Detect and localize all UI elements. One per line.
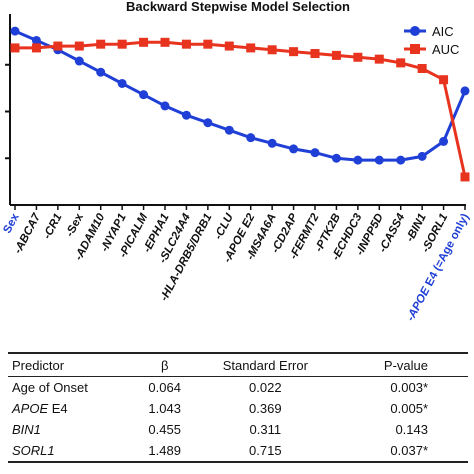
data-point-auc	[31, 43, 41, 53]
cell-p-value: 0.003*	[390, 380, 428, 395]
cell-se: 0.022	[249, 380, 282, 395]
data-point-auc	[96, 39, 106, 49]
data-point-aic	[203, 118, 213, 128]
data-point-aic	[417, 151, 427, 161]
data-point-aic	[117, 78, 127, 88]
series-line-aic	[14, 29, 467, 162]
data-point-aic	[331, 153, 341, 163]
cell-beta: 1.489	[148, 443, 181, 458]
table-row: BIN1 0.455 0.311 0.143	[8, 419, 468, 440]
table-header-row: Predictor β Standard Error P-value	[8, 353, 468, 377]
data-point-auc	[117, 39, 127, 49]
cell-predictor: Age of Onset	[12, 380, 88, 395]
data-point-aic	[246, 133, 256, 143]
cell-predictor: BIN1	[12, 422, 41, 437]
data-point-auc	[267, 45, 277, 55]
table-row: APOE E4 1.043 0.369 0.005*	[8, 398, 468, 419]
data-point-auc	[10, 43, 20, 53]
legend-marker-aic	[410, 26, 420, 36]
data-point-auc	[353, 52, 363, 62]
data-point-aic	[74, 56, 84, 66]
data-point-aic	[374, 155, 384, 165]
cell-beta: 0.064	[148, 380, 181, 395]
data-point-aic	[460, 86, 470, 96]
data-point-aic	[353, 155, 363, 165]
data-point-aic	[96, 67, 106, 77]
data-point-auc	[374, 54, 384, 64]
cell-predictor: SORL1	[12, 443, 55, 458]
header-predictor: Predictor	[12, 357, 65, 373]
series-line-auc	[15, 40, 467, 178]
chart-area: Backward Stepwise Model Selection AIC AUC S…	[1, 0, 471, 323]
data-point-auc	[53, 41, 63, 51]
data-point-aic	[10, 26, 20, 36]
stats-table: Predictor β Standard Error P-value Age o…	[8, 352, 468, 463]
data-point-auc	[203, 39, 213, 49]
legend-label-aic: AIC	[432, 24, 454, 39]
header-p-value: P-value	[383, 357, 428, 373]
cell-beta: 1.043	[148, 401, 181, 416]
stats-table-container: Predictor β Standard Error P-value Age o…	[8, 352, 468, 463]
data-point-aic	[181, 110, 191, 120]
data-point-aic	[396, 155, 406, 165]
table-row: SORL1 1.489 0.715 0.037*	[8, 440, 468, 462]
cell-p-value: 0.143	[395, 422, 428, 437]
data-point-aic	[439, 136, 449, 146]
x-tick-label: Sex	[1, 211, 21, 235]
data-point-aic	[31, 35, 41, 45]
data-point-auc	[417, 63, 427, 73]
legend-label-auc: AUC	[432, 42, 459, 57]
data-point-auc	[181, 39, 191, 49]
data-point-auc	[439, 75, 449, 85]
x-tick-label: -CR1	[41, 212, 64, 241]
chart-title: Backward Stepwise Model Selection	[126, 0, 350, 14]
cell-se: 0.715	[249, 443, 282, 458]
data-point-aic	[267, 138, 277, 148]
data-point-aic	[289, 144, 299, 154]
cell-predictor: APOE E4	[12, 401, 68, 416]
data-point-aic	[310, 148, 320, 158]
data-point-auc	[160, 37, 170, 47]
cell-p-value: 0.005*	[390, 401, 428, 416]
data-point-auc	[396, 58, 406, 68]
data-point-auc	[460, 172, 470, 182]
data-point-auc	[74, 41, 84, 51]
table-row: Age of Onset 0.064 0.022 0.003*	[8, 377, 468, 399]
data-point-auc	[310, 49, 320, 59]
data-point-auc	[331, 50, 341, 60]
header-beta: β	[160, 357, 169, 373]
x-tick-label: -Sex	[64, 211, 86, 239]
cell-beta: 0.455	[148, 422, 181, 437]
cell-se: 0.311	[249, 422, 282, 437]
cell-p-value: 0.037*	[390, 443, 428, 458]
legend-marker-auc	[410, 44, 420, 54]
data-point-auc	[246, 43, 256, 53]
cell-se: 0.369	[249, 401, 282, 416]
data-point-aic	[224, 125, 234, 135]
data-point-auc	[139, 37, 149, 47]
data-point-aic	[160, 101, 170, 111]
header-standard-error: Standard Error	[222, 357, 308, 373]
data-point-auc	[224, 41, 234, 51]
line-chart: Backward Stepwise Model Selection AIC AUC S…	[1, 0, 471, 323]
data-point-auc	[289, 47, 299, 57]
data-point-aic	[139, 90, 149, 100]
